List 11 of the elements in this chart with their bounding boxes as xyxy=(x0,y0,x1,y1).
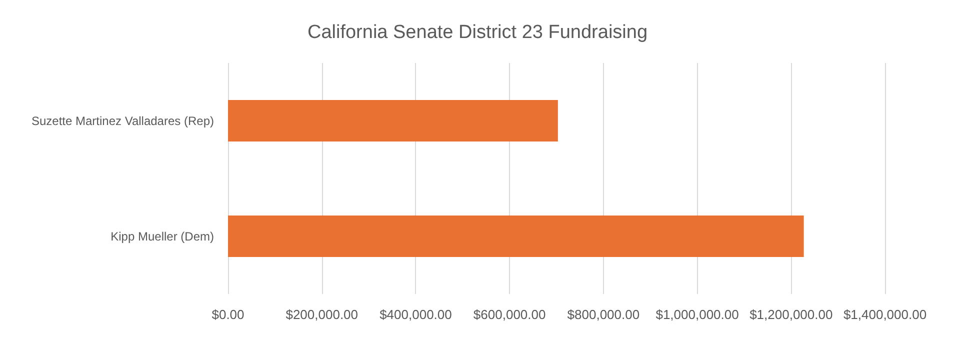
x-tick-label: $0.00 xyxy=(212,307,244,322)
x-tick-label: $1,400,000.00 xyxy=(843,307,927,322)
x-tick-label: $200,000.00 xyxy=(286,307,358,322)
x-tick-label: $600,000.00 xyxy=(473,307,546,322)
y-tick-label: Suzette Martinez Valladares (Rep) xyxy=(31,114,214,128)
chart-title: California Senate District 23 Fundraising xyxy=(307,22,648,43)
x-tick-label: $1,000,000.00 xyxy=(656,307,739,322)
x-tick-label: $1,200,000.00 xyxy=(750,307,833,322)
x-tick-label: $400,000.00 xyxy=(380,307,452,322)
x-tick-label: $800,000.00 xyxy=(567,307,640,322)
y-tick-label: Kipp Mueller (Dem) xyxy=(110,229,214,244)
